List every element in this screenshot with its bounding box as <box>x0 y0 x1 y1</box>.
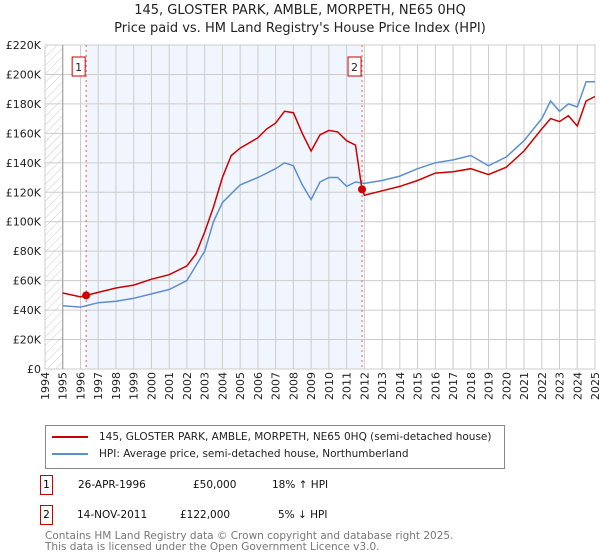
x-tick-label: 2021 <box>518 372 531 400</box>
chart-title: 145, GLOSTER PARK, AMBLE, MORPETH, NE65 … <box>0 2 600 38</box>
x-tick-label: 2023 <box>554 372 567 400</box>
x-tick-label: 2008 <box>287 372 300 400</box>
blue-line-swatch <box>52 453 88 455</box>
y-tick-label: £60K <box>13 275 42 288</box>
sale-price: £50,000 <box>193 479 237 491</box>
legend-label-hpi: HPI: Average price, semi-detached house,… <box>99 448 409 460</box>
legend-item-hpi: HPI: Average price, semi-detached house,… <box>52 448 409 460</box>
sale-marker-1: 1 <box>40 475 53 495</box>
x-tick-label: 2011 <box>341 372 354 400</box>
x-tick-label: 1998 <box>110 372 123 400</box>
y-tick-label: £20K <box>13 334 42 347</box>
x-tick-label: 2019 <box>483 372 496 400</box>
title-line: 145, GLOSTER PARK, AMBLE, MORPETH, NE65 … <box>134 3 466 18</box>
x-tick-label: 2002 <box>181 372 194 400</box>
x-tick-label: 2025 <box>589 372 600 400</box>
plot-frame <box>44 44 596 370</box>
sale-hpi: 18% ↑ HPI <box>272 479 329 491</box>
y-tick-label: £40K <box>13 304 42 317</box>
sale-label: 2 <box>351 61 358 74</box>
x-tick-label: 2022 <box>536 372 549 400</box>
y-tick-label: £140K <box>6 157 42 170</box>
price-chart: 1 2 1994 1995 1996 1997 1998 1999 2000 2001 2002 20… <box>6 39 600 400</box>
x-tick-label: 2014 <box>394 372 407 400</box>
x-tick-label: 1995 <box>57 372 70 400</box>
ownership-period-shade <box>86 45 363 369</box>
sale-date: 26-APR-1996 <box>78 479 146 491</box>
x-tick-label: 2015 <box>412 372 425 400</box>
x-tick-label: 1999 <box>128 372 141 400</box>
sale-date: 14-NOV-2011 <box>77 509 148 521</box>
y-tick-label: £160K <box>6 127 42 140</box>
pre-data-hatch <box>45 45 63 369</box>
x-tick-label: 2017 <box>447 372 460 400</box>
legend-item-property: 145, GLOSTER PARK, AMBLE, MORPETH, NE65 … <box>52 431 491 443</box>
x-tick-label: 2004 <box>216 372 229 400</box>
y-tick-label: £100K <box>6 216 42 229</box>
y-tick-label: £80K <box>13 245 42 258</box>
x-tick-label: 1994 <box>39 372 52 400</box>
x-tick-label: 2010 <box>323 372 336 400</box>
sale-hpi: 5% ↓ HPI <box>278 509 328 521</box>
sale-label-box <box>71 56 86 77</box>
x-tick-label: 2024 <box>571 372 584 400</box>
y-tick-label: £120K <box>6 186 42 199</box>
x-tick-label: 2020 <box>500 372 513 400</box>
x-tick-label: 1996 <box>74 372 87 400</box>
y-tick-label: £0 <box>27 363 41 376</box>
x-tick-label: 2016 <box>429 372 442 400</box>
legend: 145, GLOSTER PARK, AMBLE, MORPETH, NE65 … <box>45 425 505 469</box>
subtitle-line: Price paid vs. HM Land Registry's House … <box>114 21 486 36</box>
x-tick-label: 2001 <box>163 372 176 400</box>
x-tick-label: 2018 <box>465 372 478 400</box>
x-tick-label: 2003 <box>199 372 212 400</box>
sale-label-box <box>347 56 362 77</box>
x-tick-label: 2005 <box>234 372 247 400</box>
footer-copyright: Contains HM Land Registry data © Crown c… <box>45 530 454 542</box>
legend-label-property: 145, GLOSTER PARK, AMBLE, MORPETH, NE65 … <box>99 431 492 443</box>
property-price-line <box>62 95 596 298</box>
x-tick-label: 2007 <box>270 372 283 400</box>
x-tick-label: 2013 <box>376 372 389 400</box>
x-tick-label: 1997 <box>92 372 105 400</box>
red-line-swatch <box>52 436 88 438</box>
sale-marker-2: 2 <box>40 505 53 525</box>
y-tick-label: £200K <box>6 68 42 81</box>
sale-label: 1 <box>75 61 82 74</box>
sale-price: £122,000 <box>180 509 231 521</box>
y-tick-label: £220K <box>6 39 42 52</box>
footer-licence: This data is licensed under the Open Gov… <box>45 540 380 553</box>
x-tick-label: 2012 <box>358 372 371 400</box>
footer: Contains HM Land Registry data © Crown c… <box>45 531 453 552</box>
hpi-line <box>62 81 595 308</box>
y-tick-label: £180K <box>6 98 42 111</box>
sale-point <box>358 185 367 194</box>
sale-point <box>82 291 91 300</box>
x-tick-label: 2000 <box>145 372 158 400</box>
x-tick-label: 2006 <box>252 372 265 400</box>
x-tick-label: 2009 <box>305 372 318 400</box>
